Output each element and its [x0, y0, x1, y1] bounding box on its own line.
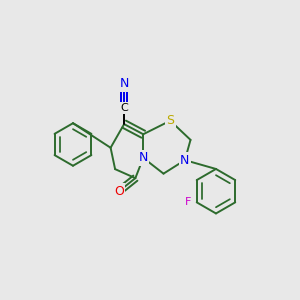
Text: N: N [139, 152, 148, 164]
Text: N: N [180, 154, 190, 166]
Text: O: O [114, 185, 124, 198]
Text: S: S [166, 114, 174, 127]
Text: F: F [185, 197, 192, 207]
Text: C: C [120, 103, 128, 113]
Text: N: N [119, 77, 129, 90]
